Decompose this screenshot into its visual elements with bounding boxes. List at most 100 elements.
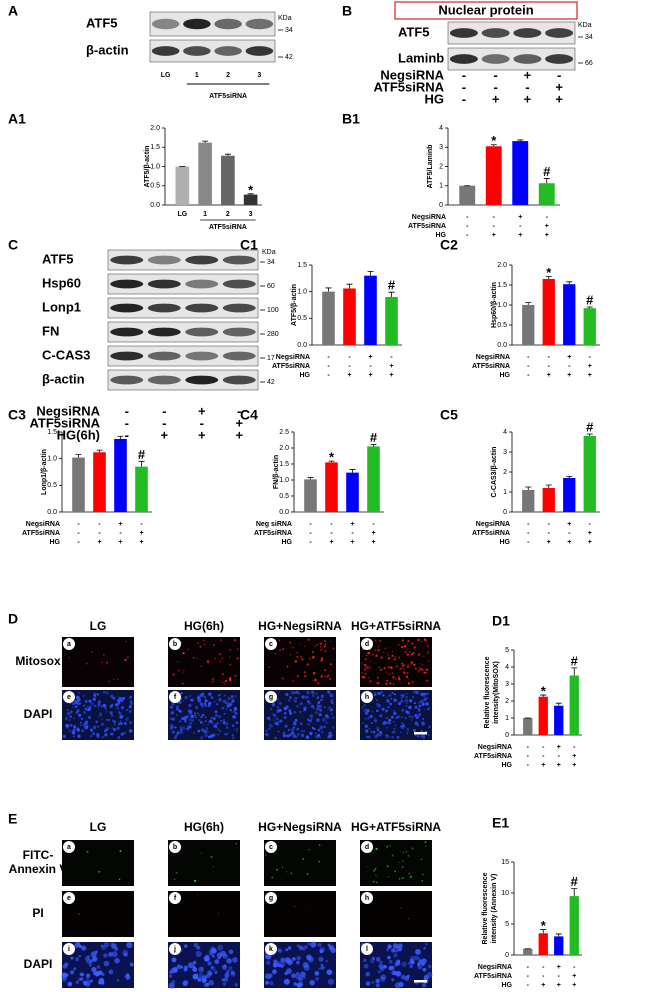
- cell-dot: [62, 964, 68, 969]
- cell-dot: [400, 907, 402, 909]
- cell-dot: [306, 955, 311, 961]
- error-bar: [517, 139, 524, 142]
- cell-dot: [368, 677, 370, 679]
- cell-dot: [389, 702, 393, 706]
- cell-dot: [415, 949, 421, 955]
- cell-dot: [113, 678, 115, 681]
- cell-dot: [361, 706, 364, 709]
- cell-dot: [129, 962, 134, 967]
- cell-dot: [414, 715, 417, 717]
- cell-dot: [173, 736, 177, 740]
- cell-dot: [103, 953, 108, 958]
- cell-dot: [201, 713, 205, 717]
- cell-dot: [426, 641, 428, 643]
- cell-dot: [199, 693, 203, 698]
- condition-mark: +: [329, 539, 333, 546]
- cell-dot: [376, 726, 380, 731]
- cell-dot: [368, 666, 371, 669]
- cell-dot: [425, 670, 427, 672]
- cell-dot: [128, 710, 132, 714]
- error-bar: [555, 933, 562, 937]
- cell-dot: [235, 842, 238, 845]
- cell-dot: [314, 711, 318, 715]
- condition-mark: +: [97, 539, 101, 546]
- cell-dot: [210, 946, 215, 951]
- error-bar: [540, 694, 547, 697]
- cell-dot: [118, 722, 121, 725]
- cell-dot: [224, 702, 227, 705]
- cell-dot: [365, 667, 368, 670]
- column-header: HG+NegsiRNA: [258, 619, 342, 633]
- y-tick-label: 5: [505, 921, 509, 928]
- cell-dot: [393, 727, 396, 730]
- cell-dot: [100, 944, 104, 948]
- cell-dot: [323, 706, 326, 709]
- cell-dot: [211, 954, 215, 958]
- condition-mark: +: [371, 539, 375, 546]
- cell-dot: [375, 682, 377, 684]
- blot-strip: [107, 345, 259, 367]
- cell-dot: [96, 965, 101, 969]
- cell-dot: [389, 845, 391, 847]
- cell-dot: [110, 694, 114, 698]
- cell-dot: [310, 714, 314, 717]
- cell-dot: [74, 705, 78, 708]
- cell-dot: [365, 672, 367, 675]
- condition-mark: +: [371, 530, 375, 537]
- protein-label: Lonp1: [42, 299, 81, 314]
- cell-dot: [190, 698, 193, 702]
- cell-dot: [120, 706, 125, 710]
- cell-dot: [102, 690, 106, 694]
- cell-dot: [176, 714, 178, 716]
- cell-dot: [109, 705, 113, 708]
- cell-dot: [403, 671, 405, 673]
- bar: [343, 288, 356, 345]
- condition-mark: -: [527, 363, 530, 370]
- cell-dot: [111, 727, 114, 729]
- y-axis-label: Lonp1/β-actin: [41, 449, 48, 495]
- tile-letter: d: [365, 641, 369, 648]
- panel-letter: E: [8, 811, 17, 827]
- condition-label: HG: [502, 762, 513, 769]
- condition-mark: +: [547, 372, 551, 379]
- condition-mark: -: [98, 530, 101, 537]
- cell-dot: [379, 639, 382, 643]
- blot-band: [147, 279, 181, 289]
- cell-dot: [91, 956, 98, 962]
- cell-dot: [303, 707, 306, 710]
- condition-mark: +: [567, 372, 571, 379]
- group-label: ATF5siRNA: [209, 93, 247, 100]
- cell-dot: [229, 656, 231, 658]
- cell-dot: [200, 852, 202, 854]
- cell-dot: [407, 647, 409, 649]
- condition-mark: -: [348, 363, 351, 370]
- cell-dot: [290, 691, 294, 695]
- cell-dot: [65, 723, 69, 728]
- cell-dot: [289, 712, 293, 715]
- blot-band: [222, 327, 256, 337]
- cell-dot: [370, 722, 373, 725]
- cell-dot: [385, 716, 389, 720]
- cell-dot: [226, 732, 229, 734]
- cell-dot: [392, 731, 395, 734]
- cell-dot: [400, 699, 404, 703]
- cell-dot: [128, 705, 132, 708]
- cell-dot: [279, 648, 282, 652]
- error-bar: [490, 144, 497, 147]
- bar: [364, 275, 377, 345]
- tile-badge: [169, 638, 181, 650]
- y-tick-label: 2: [505, 698, 509, 705]
- cell-dot: [365, 971, 371, 977]
- cell-dot: [62, 972, 66, 976]
- cell-dot: [129, 695, 133, 699]
- cell-dot: [393, 712, 397, 716]
- cell-dot: [114, 957, 120, 964]
- cell-dot: [302, 858, 305, 860]
- cell-dot: [298, 945, 304, 951]
- cell-dot: [319, 708, 323, 712]
- blot-strip: [447, 47, 576, 71]
- cell-dot: [376, 699, 378, 702]
- cell-dot: [311, 651, 315, 654]
- cell-dot: [423, 698, 427, 702]
- cell-dot: [398, 877, 401, 880]
